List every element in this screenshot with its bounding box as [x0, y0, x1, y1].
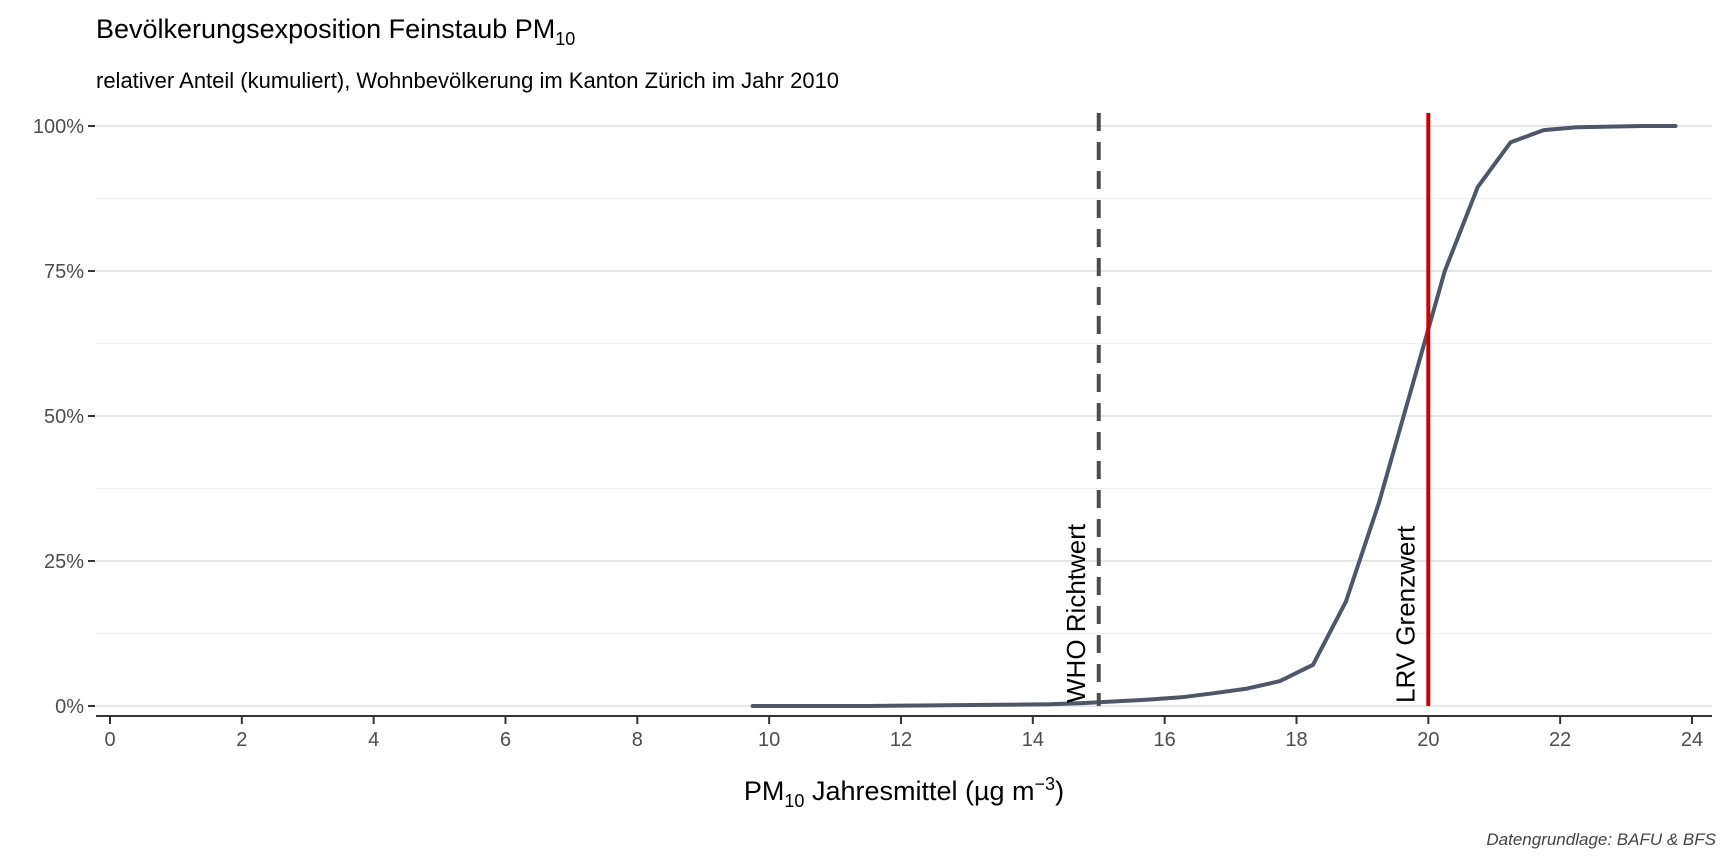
x-tick-label: 4	[368, 729, 379, 751]
axes: 0%25%50%75%100%0 2 4 6 8 10 12 14 16 18 20 22 24	[33, 116, 1712, 751]
x-tick-label: 0	[104, 729, 115, 751]
chart-subtitle: relativer Anteil (kumuliert), Wohnbevölk…	[96, 68, 840, 93]
reference-lines: WHO Richtwert LRV Grenzwert	[1061, 113, 1431, 706]
x-tick-label: 6	[500, 729, 511, 751]
data-source-caption: Datengrundlage: BAFU & BFS	[1486, 830, 1716, 849]
y-tick-label: 100%	[33, 116, 84, 138]
lrv-limit-label: LRV Grenzwert	[1390, 525, 1420, 703]
y-tick-label: 25%	[44, 551, 84, 573]
chart-title: Bevölkerungsexposition Feinstaub PM10	[96, 14, 576, 49]
x-tick-label: 20	[1417, 729, 1439, 751]
cumulative-exposure-line	[750, 124, 1678, 708]
x-tick-label: 18	[1285, 729, 1307, 751]
x-axis-title: PM10 Jahresmittel (µg m−3)	[744, 774, 1064, 811]
x-tick-label: 14	[1022, 729, 1044, 751]
who-guideline-label: WHO Richtwert	[1061, 523, 1091, 703]
y-tick-label: 50%	[44, 406, 84, 428]
y-tick-label: 75%	[44, 261, 84, 283]
x-tick-label: 2	[236, 729, 247, 751]
y-tick-label: 0%	[55, 696, 84, 718]
x-tick-label: 16	[1154, 729, 1176, 751]
series-layer	[750, 124, 1678, 708]
x-tick-label: 8	[632, 729, 643, 751]
x-tick-label: 22	[1549, 729, 1571, 751]
x-tick-label: 24	[1681, 729, 1703, 751]
x-tick-label: 12	[890, 729, 912, 751]
grid-lines	[96, 125, 1712, 707]
x-tick-label: 10	[758, 729, 780, 751]
